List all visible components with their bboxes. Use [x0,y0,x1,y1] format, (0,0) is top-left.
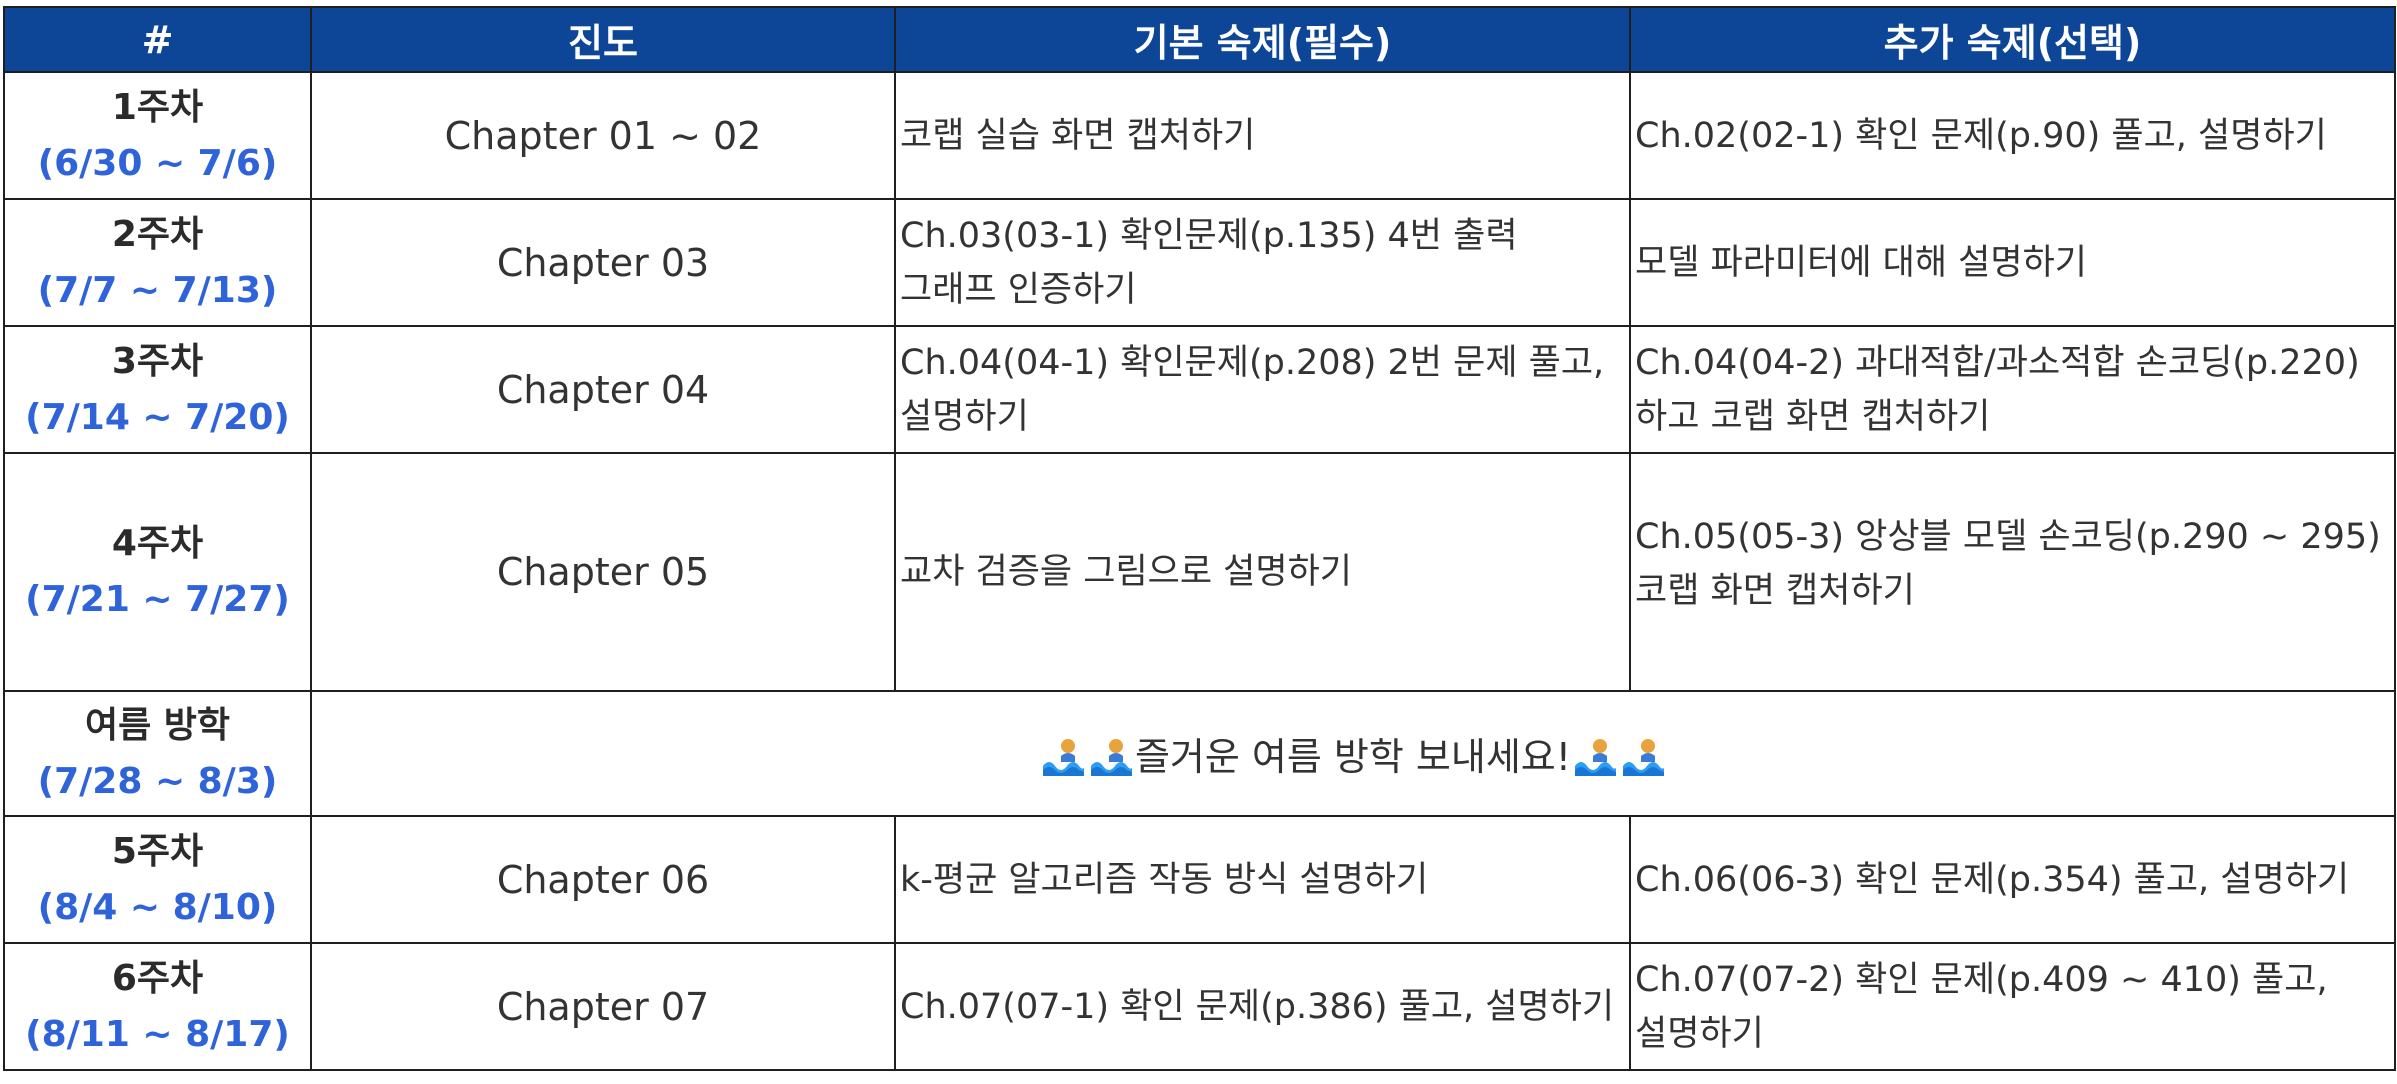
header-basic-homework: 기본 숙제(필수) [894,6,1631,73]
week-cell: 4주차 (7/21 ~ 7/27) [3,452,312,692]
week-cell: 5주차 (8/4 ~ 8/10) [3,815,312,944]
water-wave-person-icon [1089,736,1133,776]
basic-homework-cell: Ch.03(03-1) 확인문제(p.135) 4번 출력 그래프 인증하기 [894,198,1631,327]
week-label: 1주차 [111,86,204,128]
table-row: 1주차 (6/30 ~ 7/6) Chapter 01 ~ 02 코랩 실습 화… [3,71,2396,200]
week-cell: 3주차 (7/14 ~ 7/20) [3,325,312,454]
water-wave-person-icon [1041,736,1085,776]
week-cell: 2주차 (7/7 ~ 7/13) [3,198,312,327]
week-cell: 여름 방학 (7/28 ~ 8/3) [3,690,312,817]
week-dates: (8/11 ~ 8/17) [25,1013,290,1055]
basic-homework-cell: Ch.04(04-1) 확인문제(p.208) 2번 문제 풀고, 설명하기 [894,325,1631,454]
week-label: 2주차 [111,213,204,255]
table-row: 2주차 (7/7 ~ 7/13) Chapter 03 Ch.03(03-1) … [3,198,2396,327]
basic-homework-cell: 교차 검증을 그림으로 설명하기 [894,452,1631,692]
header-number: # [3,6,312,73]
homework-schedule-table: # 진도 기본 숙제(필수) 추가 숙제(선택) 1주차 (6/30 ~ 7/6… [3,6,2396,1071]
header-extra-homework: 추가 숙제(선택) [1629,6,2396,73]
table-row: 5주차 (8/4 ~ 8/10) Chapter 06 k-평균 알고리즘 작동… [3,815,2396,944]
extra-homework-cell: Ch.04(04-2) 과대적합/과소적합 손코딩(p.220) 하고 코랩 화… [1629,325,2396,454]
week-cell: 6주차 (8/11 ~ 8/17) [3,942,312,1071]
table-row: 3주차 (7/14 ~ 7/20) Chapter 04 Ch.04(04-1)… [3,325,2396,454]
extra-homework-cell: Ch.06(06-3) 확인 문제(p.354) 풀고, 설명하기 [1629,815,2396,944]
week-label: 5주차 [111,830,204,872]
week-dates: (7/7 ~ 7/13) [37,269,278,311]
week-label: 4주차 [111,523,204,564]
water-wave-person-icon [1573,736,1617,776]
basic-homework-cell: 코랩 실습 화면 캡처하기 [894,71,1631,200]
week-label: 여름 방학 [84,704,230,746]
chapter-cell: Chapter 03 [310,198,896,327]
chapter-cell: Chapter 05 [310,452,896,692]
week-label: 3주차 [111,340,204,382]
week-dates: (7/14 ~ 7/20) [25,396,290,438]
vacation-message: 즐거운 여름 방학 보내세요! [1134,735,1572,779]
vacation-row: 여름 방학 (7/28 ~ 8/3) 즐거운 여름 방학 보내세요! [3,690,2396,817]
week-cell: 1주차 (6/30 ~ 7/6) [3,71,312,200]
basic-homework-cell: k-평균 알고리즘 작동 방식 설명하기 [894,815,1631,944]
week-label: 6주차 [111,957,204,999]
week-dates: (7/21 ~ 7/27) [25,579,290,620]
table-row: 4주차 (7/21 ~ 7/27) Chapter 05 교차 검증을 그림으로… [3,452,2396,692]
week-dates: (6/30 ~ 7/6) [37,142,278,184]
water-wave-person-icon [1621,736,1665,776]
extra-homework-cell: 모델 파라미터에 대해 설명하기 [1629,198,2396,327]
header-progress: 진도 [310,6,896,73]
chapter-cell: Chapter 07 [310,942,896,1071]
week-dates: (8/4 ~ 8/10) [37,886,278,928]
week-dates: (7/28 ~ 8/3) [37,760,278,802]
basic-homework-cell: Ch.07(07-1) 확인 문제(p.386) 풀고, 설명하기 [894,942,1631,1071]
chapter-cell: Chapter 06 [310,815,896,944]
extra-homework-cell: Ch.05(05-3) 앙상블 모델 손코딩(p.290 ~ 295) 코랩 화… [1629,452,2396,692]
chapter-cell: Chapter 04 [310,325,896,454]
chapter-cell: Chapter 01 ~ 02 [310,71,896,200]
table-header-row: # 진도 기본 숙제(필수) 추가 숙제(선택) [3,6,2396,73]
extra-homework-cell: Ch.02(02-1) 확인 문제(p.90) 풀고, 설명하기 [1629,71,2396,200]
table-row: 6주차 (8/11 ~ 8/17) Chapter 07 Ch.07(07-1)… [3,942,2396,1071]
extra-homework-cell: Ch.07(07-2) 확인 문제(p.409 ~ 410) 풀고, 설명하기 [1629,942,2396,1071]
vacation-message-cell: 즐거운 여름 방학 보내세요! [310,690,2396,817]
